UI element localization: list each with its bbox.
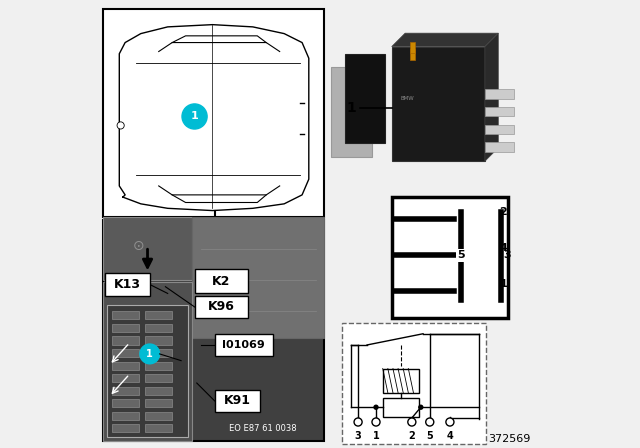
Text: BMW: BMW — [401, 96, 414, 101]
Circle shape — [418, 405, 424, 410]
Bar — [195, 269, 248, 293]
Text: K91: K91 — [223, 394, 251, 408]
Bar — [145, 324, 172, 332]
Circle shape — [117, 122, 124, 129]
Bar — [103, 9, 324, 217]
Text: 4: 4 — [447, 431, 453, 441]
Bar — [112, 349, 139, 357]
Text: K96: K96 — [208, 300, 235, 314]
Bar — [105, 273, 150, 296]
Bar — [215, 390, 260, 412]
Circle shape — [354, 418, 362, 426]
Bar — [410, 42, 415, 53]
Text: 5: 5 — [458, 250, 465, 260]
Bar — [345, 54, 385, 143]
Circle shape — [140, 344, 159, 364]
Bar — [145, 374, 172, 382]
Text: 1: 1 — [499, 279, 507, 289]
Bar — [145, 387, 172, 395]
Polygon shape — [485, 33, 499, 161]
Circle shape — [426, 418, 434, 426]
Bar — [112, 374, 139, 382]
Bar — [112, 387, 139, 395]
Bar — [103, 217, 193, 280]
Bar — [112, 362, 139, 370]
Bar — [103, 282, 193, 441]
Bar — [485, 89, 514, 99]
Bar — [392, 197, 508, 318]
Text: 5: 5 — [426, 431, 433, 441]
Circle shape — [373, 405, 379, 410]
Text: K13: K13 — [114, 278, 141, 291]
Bar — [383, 369, 419, 393]
Text: 3: 3 — [355, 431, 362, 441]
Circle shape — [446, 418, 454, 426]
Bar — [485, 125, 514, 134]
Text: 4: 4 — [499, 243, 507, 253]
Bar — [145, 336, 172, 345]
Bar — [112, 412, 139, 420]
Text: 372569: 372569 — [488, 434, 531, 444]
Bar — [112, 336, 139, 345]
Bar — [145, 349, 172, 357]
Bar — [112, 424, 139, 432]
Circle shape — [408, 418, 416, 426]
Text: 2: 2 — [499, 207, 507, 217]
Text: 1: 1 — [346, 100, 356, 115]
Text: ⊙: ⊙ — [132, 238, 145, 253]
Bar — [145, 412, 172, 420]
Bar — [112, 311, 139, 319]
Bar — [145, 424, 172, 432]
Bar — [342, 323, 486, 444]
Bar — [145, 311, 172, 319]
Bar — [112, 324, 139, 332]
Text: 3: 3 — [504, 250, 511, 260]
Bar — [383, 397, 419, 417]
Text: 1: 1 — [372, 431, 380, 441]
Circle shape — [372, 418, 380, 426]
Bar — [192, 217, 324, 338]
Bar — [485, 142, 514, 152]
Bar — [145, 399, 172, 407]
Circle shape — [182, 104, 207, 129]
Bar — [485, 107, 514, 116]
Bar — [195, 296, 248, 318]
Text: 2: 2 — [408, 431, 415, 441]
Bar — [392, 47, 485, 161]
Bar — [145, 362, 172, 370]
Polygon shape — [392, 33, 499, 47]
Bar — [108, 305, 188, 437]
Text: 1: 1 — [147, 349, 153, 359]
Text: 1: 1 — [191, 112, 198, 121]
Text: K2: K2 — [212, 275, 230, 288]
Bar — [215, 334, 273, 356]
Bar — [112, 399, 139, 407]
Bar — [332, 67, 372, 157]
Bar — [410, 49, 415, 60]
Bar — [103, 220, 324, 441]
Text: I01069: I01069 — [223, 340, 265, 350]
Text: EO E87 61 0038: EO E87 61 0038 — [228, 424, 296, 433]
